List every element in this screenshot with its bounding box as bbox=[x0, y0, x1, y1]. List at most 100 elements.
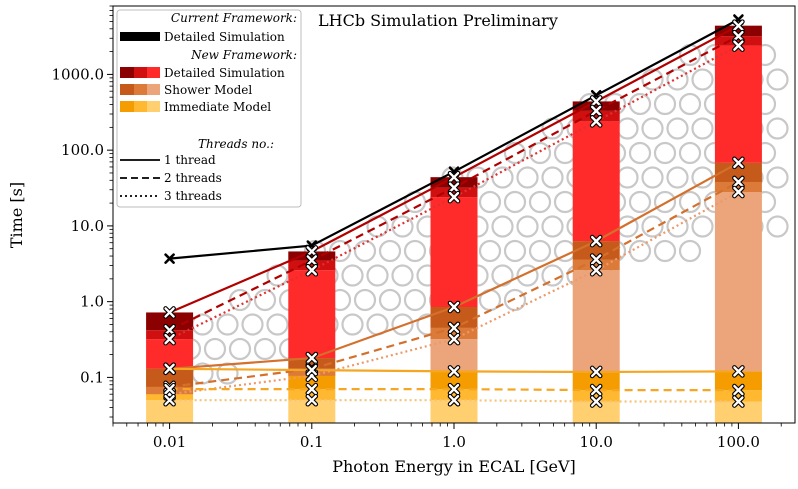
marker-detailed-1 bbox=[732, 19, 745, 32]
bar-immediate-1-thread bbox=[714, 371, 762, 391]
marker-immediate-2 bbox=[732, 383, 745, 397]
marker-cross bbox=[591, 265, 602, 276]
background-circle bbox=[503, 141, 527, 165]
marker-immediate-1 bbox=[305, 363, 319, 377]
background-circle bbox=[628, 190, 652, 214]
background-circle bbox=[203, 337, 227, 361]
marker-shower-3 bbox=[732, 185, 745, 199]
bar-shower-2-threads bbox=[430, 327, 478, 340]
background-circle bbox=[241, 313, 264, 336]
background-circle bbox=[653, 190, 677, 214]
background-circle bbox=[353, 288, 377, 312]
background-circle bbox=[691, 215, 714, 238]
marker-shower-1 bbox=[732, 156, 745, 170]
marker-cross bbox=[306, 383, 317, 395]
background-circle bbox=[553, 141, 577, 165]
background-circle bbox=[378, 239, 402, 263]
marker-cross bbox=[306, 246, 317, 257]
bar-detailed-2-threads bbox=[288, 260, 336, 271]
marker-detailed-1 bbox=[163, 306, 176, 319]
marker-cross bbox=[164, 253, 175, 264]
x-tick-label: 100.0 bbox=[717, 433, 760, 451]
background-circle bbox=[228, 337, 252, 361]
marker-cross bbox=[448, 394, 460, 406]
marker-cross bbox=[733, 40, 744, 51]
bar-detailed-2-threads bbox=[146, 330, 194, 340]
marker-cross bbox=[448, 191, 460, 203]
background-circle bbox=[353, 239, 377, 263]
marker-cross bbox=[733, 176, 744, 188]
bar-shower-3-threads bbox=[572, 270, 620, 372]
background-circle bbox=[216, 313, 239, 336]
marker-detailed-2 bbox=[589, 104, 603, 118]
x-tick-label: 0.01 bbox=[153, 433, 186, 451]
x-tick-label: 0.1 bbox=[300, 433, 324, 451]
background-circle bbox=[253, 288, 277, 312]
marker-immediate-1 bbox=[447, 365, 461, 378]
marker-cross bbox=[306, 364, 317, 376]
x-axis-label: Photon Energy in ECAL [GeV] bbox=[332, 457, 576, 476]
marker-shower-1 bbox=[447, 300, 461, 314]
background-circle bbox=[641, 68, 664, 91]
background-circle bbox=[541, 215, 564, 238]
marker-detailed-3 bbox=[305, 263, 319, 277]
y-axis-label: Time [s] bbox=[7, 182, 26, 248]
background-circle bbox=[528, 239, 552, 263]
background-circle bbox=[553, 190, 577, 214]
background-circle bbox=[666, 68, 689, 91]
marker-cross bbox=[448, 366, 460, 377]
marker-cross bbox=[733, 20, 744, 31]
background-circle bbox=[528, 190, 552, 214]
marker-cross bbox=[733, 157, 744, 169]
marker-cross bbox=[591, 384, 602, 396]
marker-immediate-3 bbox=[447, 393, 461, 407]
bar-shower-1-thread bbox=[146, 368, 194, 387]
background-circle bbox=[516, 166, 539, 189]
marker-immediate-2 bbox=[163, 382, 176, 396]
marker-immediate-3 bbox=[163, 393, 176, 407]
marker-cross bbox=[733, 186, 744, 198]
background-circle bbox=[403, 239, 427, 263]
background-circle bbox=[616, 117, 639, 140]
marker-cross bbox=[164, 363, 175, 374]
marker-detailed-3 bbox=[447, 190, 461, 204]
marker-cross bbox=[448, 322, 460, 334]
background-circle bbox=[616, 166, 639, 189]
background-circle bbox=[366, 215, 389, 238]
marker-shower-1 bbox=[305, 351, 319, 365]
legend-thread-2: 2 threads bbox=[164, 171, 222, 185]
marker-immediate-2 bbox=[305, 382, 319, 396]
bar-detailed-1-thread bbox=[288, 251, 336, 261]
background-circle bbox=[366, 264, 389, 287]
background-circle bbox=[653, 141, 677, 165]
marker-cross bbox=[591, 116, 602, 127]
background-circle bbox=[653, 239, 677, 263]
marker-cross bbox=[591, 396, 602, 407]
legend-detailed: Detailed Simulation bbox=[164, 66, 285, 80]
marker-cross bbox=[448, 383, 460, 395]
background-circle bbox=[766, 117, 789, 140]
marker-detailed-2 bbox=[305, 254, 319, 267]
background-circle bbox=[666, 166, 689, 189]
marker-cross bbox=[306, 265, 317, 276]
legend-swatch-current-detailed bbox=[120, 32, 160, 41]
marker-cross bbox=[448, 182, 460, 193]
background-circle bbox=[266, 313, 289, 336]
y-tick-label: 0.1 bbox=[80, 368, 104, 386]
y-tick-label: 100.0 bbox=[61, 141, 104, 159]
marker-current_detailed-1 bbox=[164, 253, 175, 264]
marker-cross bbox=[591, 105, 602, 117]
marker-cross bbox=[306, 352, 317, 364]
background-circle bbox=[678, 141, 702, 165]
bar-immediate-3-threads bbox=[572, 401, 620, 423]
background-circle bbox=[378, 288, 402, 312]
legend-swatch-shower bbox=[120, 84, 160, 95]
bar-shower-2-threads bbox=[572, 259, 620, 271]
marker-detailed-2 bbox=[447, 181, 461, 194]
marker-detailed-1 bbox=[447, 170, 461, 184]
legend-swatch-immediate bbox=[120, 101, 160, 112]
bar-detailed-3-threads bbox=[288, 270, 336, 359]
marker-detailed-2 bbox=[163, 323, 176, 337]
background-circle bbox=[503, 288, 527, 312]
